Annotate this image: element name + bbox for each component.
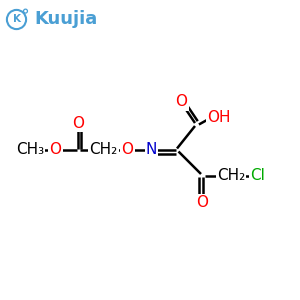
Text: CH₃: CH₃ [16,142,44,158]
Text: Kuujia: Kuujia [34,11,98,28]
Text: Cl: Cl [250,168,266,183]
Text: O: O [196,195,208,210]
Text: O: O [50,142,61,158]
Text: N: N [146,142,157,158]
Text: O: O [122,142,134,158]
Text: OH: OH [207,110,231,124]
Text: CH₂: CH₂ [89,142,118,158]
Text: O: O [176,94,188,110]
Text: O: O [72,116,84,130]
Text: K: K [13,14,20,25]
Text: CH₂: CH₂ [217,168,245,183]
